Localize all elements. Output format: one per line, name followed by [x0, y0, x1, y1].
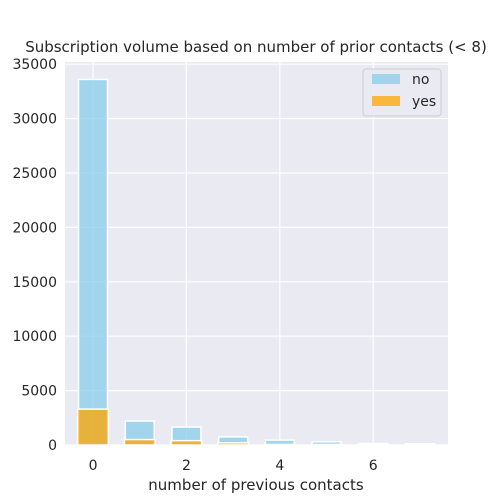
bar-yes-1 [123, 438, 156, 446]
x-tick-label: 2 [182, 458, 191, 474]
y-tick-label: 15000 [12, 275, 57, 291]
y-tick-label: 20000 [12, 220, 57, 236]
legend-label-no: no [412, 72, 429, 88]
legend-swatch-no [372, 74, 400, 84]
legend-label-yes: yes [412, 94, 436, 110]
bar-yes-0 [76, 408, 110, 446]
x-axis-ticks: 0 2 4 6 [89, 458, 378, 474]
x-tick-label: 6 [369, 458, 378, 474]
y-axis-ticks: 0 5000 10000 15000 20000 25000 30000 35000 [12, 57, 57, 454]
y-tick-label: 10000 [12, 329, 57, 345]
bar-yes-2 [170, 439, 203, 446]
y-tick-label: 0 [48, 438, 57, 454]
chart-title: Subscription volume based on number of p… [25, 38, 487, 56]
x-axis-label: number of previous contacts [148, 476, 364, 494]
bar-yes-4 [263, 443, 297, 446]
bar-no-0 [77, 78, 109, 446]
y-tick-label: 30000 [12, 112, 57, 128]
legend: no yes [362, 68, 442, 117]
x-tick-label: 4 [275, 458, 284, 474]
y-tick-label: 25000 [12, 166, 57, 182]
y-tick-label: 5000 [21, 384, 57, 400]
bars [76, 78, 437, 446]
y-tick-label: 35000 [12, 57, 57, 73]
legend-swatch-yes [372, 96, 400, 106]
plot-area-background [65, 62, 448, 445]
bar-yes-3 [216, 442, 250, 446]
bar-yes-5 [310, 443, 343, 446]
x-tick-label: 0 [89, 458, 98, 474]
